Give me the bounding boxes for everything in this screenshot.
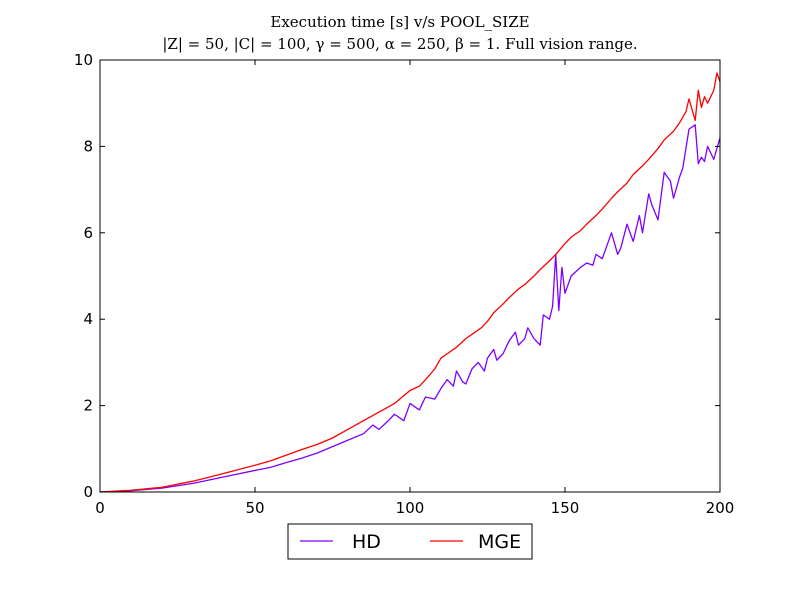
x-tick-label: 200	[706, 499, 735, 517]
y-tick-label: 4	[83, 310, 93, 328]
x-tick-label: 50	[245, 499, 264, 517]
legend-label-mge: MGE	[478, 531, 521, 553]
axis-layer: 0 50 100 150 200 0 2 4 6 8 10	[74, 51, 734, 517]
y-tick-label: 0	[83, 483, 93, 501]
plot-frame	[99, 59, 721, 493]
y-tick-label: 8	[83, 137, 93, 155]
legend-label-hd: HD	[352, 531, 381, 553]
series-line-mge	[99, 72, 721, 493]
x-tick-label: 100	[396, 499, 425, 517]
x-tick-label: 0	[95, 499, 105, 517]
series-layer	[99, 72, 721, 493]
series-line-hd	[99, 124, 721, 493]
chart-title: Execution time [s] v/s POOL_SIZE	[270, 13, 529, 31]
y-tick-label: 10	[74, 51, 93, 69]
legend: HD MGE	[287, 523, 533, 560]
y-tick-label: 2	[83, 397, 93, 415]
x-tick-label: 150	[551, 499, 580, 517]
y-tick-label: 6	[83, 224, 93, 242]
chart-subtitle: |Z| = 50, |C| = 100, γ = 500, α = 250, β…	[162, 35, 637, 53]
